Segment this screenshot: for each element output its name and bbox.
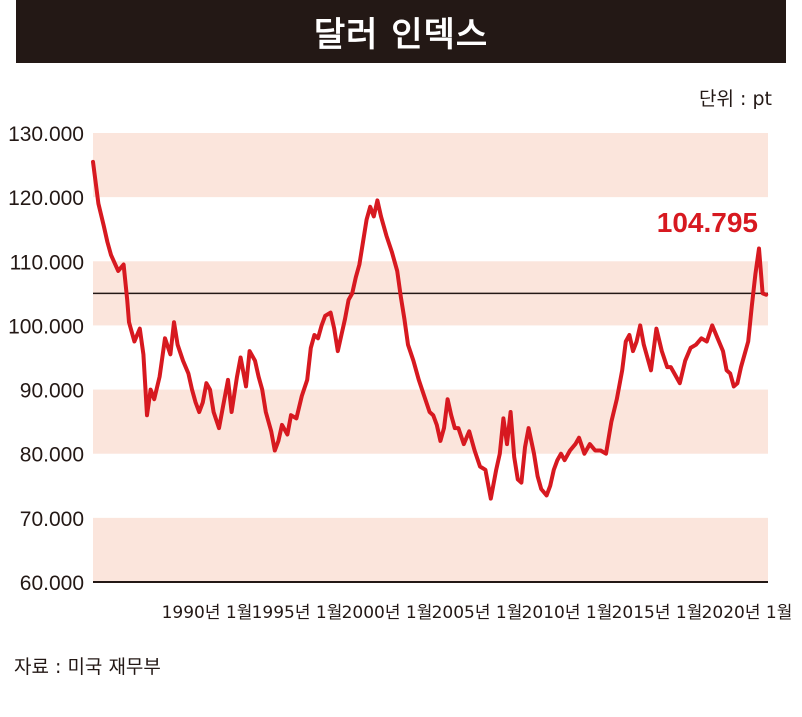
x-tick-label: 2015년 1월	[612, 603, 703, 623]
x-axis-ticks: 1990년 1월 1995년 1월 2000년 1월 2005년 1월 2010년 1월…	[162, 603, 793, 623]
x-tick-label: 2020년 1월	[702, 603, 793, 623]
y-tick-label: 60.000	[20, 572, 84, 595]
band-6	[93, 517, 768, 582]
y-tick-label: 120.000	[8, 187, 84, 210]
x-tick-label: 2005년 1월	[432, 603, 523, 623]
chart-title: 달러 인덱스	[16, 0, 786, 63]
last-value-annotation: 104.795	[657, 207, 758, 238]
y-tick-label: 130.000	[8, 123, 84, 146]
y-tick-label: 70.000	[20, 508, 84, 531]
y-tick-label: 110.000	[10, 251, 84, 274]
y-tick-label: 90.000	[20, 380, 84, 403]
x-tick-label: 1995년 1월	[252, 603, 343, 623]
x-tick-label: 2000년 1월	[342, 603, 433, 623]
y-tick-label: 80.000	[20, 444, 84, 467]
x-tick-label: 2010년 1월	[522, 603, 613, 623]
band-0	[93, 133, 768, 198]
y-axis-ticks: 130.000 120.000 110.000 100.000 90.000 80.000…	[8, 123, 84, 595]
background-bands	[93, 133, 768, 582]
series-line-dollar-index	[91, 159, 769, 501]
x-tick-label: 1990년 1월	[162, 603, 253, 623]
source-label: 자료 : 미국 재무부	[14, 656, 161, 678]
unit-label: 단위 : pt	[699, 88, 772, 110]
y-tick-label: 100.000	[8, 315, 84, 338]
band-4	[93, 389, 768, 454]
